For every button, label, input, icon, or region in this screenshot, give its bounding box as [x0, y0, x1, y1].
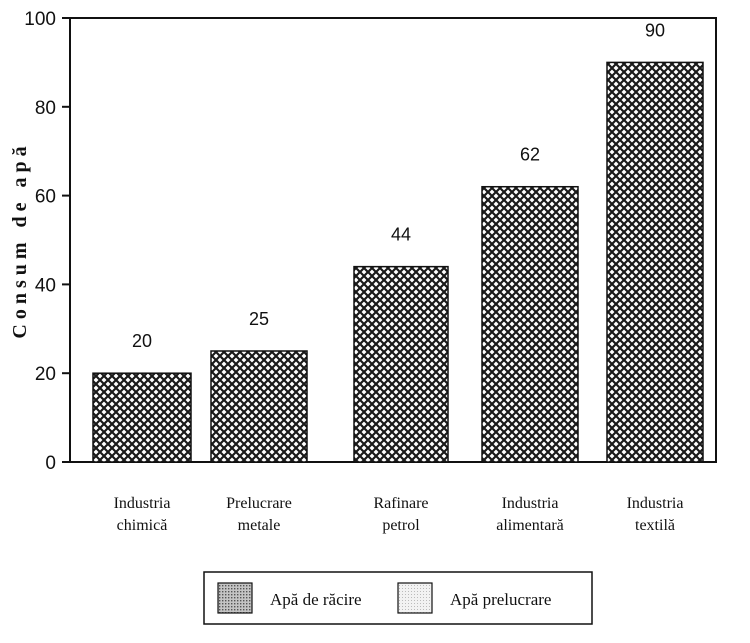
- data-labels: 20 25 44 62 90: [132, 20, 665, 351]
- category-label: chimică: [117, 517, 168, 534]
- data-label: 20: [132, 331, 152, 351]
- y-tick-label: 80: [35, 98, 56, 119]
- category-label: Industria: [502, 495, 559, 512]
- legend-label-apa-de-racire: Apă de răcire: [270, 590, 362, 609]
- category-label: Rafinare: [373, 495, 428, 512]
- y-tick-label: 0: [45, 453, 56, 474]
- category-label: petrol: [382, 517, 420, 534]
- bar-5: [606, 61, 704, 463]
- legend-swatch-apa-prelucrare: [397, 582, 433, 614]
- bar-4: [481, 185, 579, 463]
- data-label: 25: [249, 309, 269, 329]
- data-label: 90: [645, 20, 665, 40]
- category-label: metale: [238, 517, 281, 534]
- category-label: textilă: [635, 517, 675, 534]
- category-label: alimentară: [496, 517, 564, 534]
- y-tick-label: 60: [35, 187, 56, 208]
- legend-label-apa-prelucrare: Apă prelucrare: [450, 590, 551, 609]
- y-axis-label: Consum de apă: [9, 141, 31, 338]
- y-tick-label: 100: [24, 9, 56, 30]
- data-label: 44: [391, 225, 411, 245]
- legend: Apă de răcire Apă prelucrare: [203, 571, 593, 625]
- y-tick-label: 20: [35, 364, 56, 385]
- bar-1: [92, 372, 192, 463]
- bar-3: [353, 265, 449, 463]
- category-labels: Industria chimică Prelucrare metale Rafinare…: [114, 495, 684, 534]
- bar-2: [210, 350, 308, 463]
- y-axis-ticks: 0 20 40 60 80 100: [24, 9, 70, 474]
- y-tick-label: 40: [35, 275, 56, 296]
- category-label: Prelucrare: [226, 495, 292, 512]
- bars: [92, 61, 704, 463]
- data-label: 62: [520, 145, 540, 165]
- category-label: Industria: [627, 495, 684, 512]
- legend-swatch-apa-de-racire: [217, 582, 253, 614]
- category-label: Industria: [114, 495, 171, 512]
